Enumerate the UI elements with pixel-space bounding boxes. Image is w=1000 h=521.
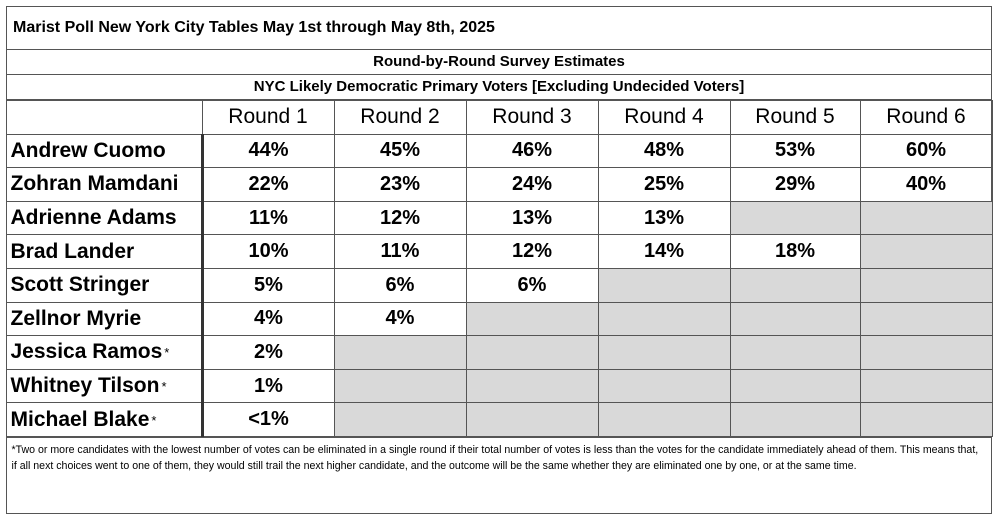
percent-cell: 53% [729, 133, 861, 169]
candidate-name-text: Scott Stringer [10, 273, 150, 297]
percent-cell: 12% [333, 200, 467, 236]
eliminated-cell [333, 368, 467, 404]
candidate-name: Adrienne Adams [5, 200, 204, 236]
percent-cell: 13% [465, 200, 599, 236]
eliminated-cell [333, 335, 467, 370]
percent-cell: 22% [201, 167, 335, 202]
candidate-name-text: Zohran Mamdani [10, 172, 179, 196]
percent-cell: 46% [465, 133, 599, 169]
results-table: Round 1 Round 2 Round 3 Round 4 Round 5 Round… [5, 100, 993, 437]
percent-cell: 10% [201, 234, 335, 269]
eliminated-cell [729, 301, 861, 337]
candidate-name: Zellnor Myrie [5, 301, 204, 337]
percent-cell: 18% [729, 234, 861, 269]
footnote-marker: * [164, 345, 170, 361]
candidate-name-text: Andrew Cuomo [10, 138, 166, 162]
percent-cell: <1% [201, 402, 335, 437]
percent-cell: 6% [465, 267, 599, 303]
candidate-name-text: Brad Lander [10, 239, 135, 263]
footnote-marker: * [161, 379, 167, 394]
eliminated-cell [729, 200, 861, 236]
table-row: Zellnor Myrie 4% 4% [5, 301, 993, 337]
eliminated-cell [597, 267, 731, 303]
table-row: Brad Lander 10% 11% 12% 14% 18% [5, 234, 993, 269]
percent-cell: 45% [333, 133, 467, 169]
candidate-name: Scott Stringer [5, 267, 204, 303]
percent-cell: 1% [201, 368, 335, 404]
candidate-name: Jessica Ramos * [5, 335, 204, 370]
candidate-name-text: Adrienne Adams [10, 206, 177, 230]
table-row: Jessica Ramos * 2% [5, 335, 993, 370]
eliminated-cell [859, 368, 993, 404]
eliminated-cell [597, 301, 731, 337]
percent-cell: 11% [333, 234, 467, 269]
percent-cell: 6% [333, 267, 467, 303]
percent-cell: 24% [465, 167, 599, 202]
footnote-marker: * [151, 412, 157, 428]
eliminated-cell [859, 234, 993, 269]
table-row: Scott Stringer 5% 6% 6% [5, 267, 993, 303]
column-header-round-1: Round 1 [201, 100, 335, 135]
candidate-name: Whitney Tilson * [5, 368, 204, 404]
eliminated-cell [859, 200, 993, 236]
percent-cell: 44% [201, 133, 335, 169]
poll-table-container: Marist Poll New York City Tables May 1st… [5, 6, 993, 514]
table-row: Adrienne Adams 11% 12% 13% 13% [5, 200, 993, 236]
table-subtitle-rounds: Round-by-Round Survey Estimates [7, 50, 991, 75]
eliminated-cell [465, 301, 599, 337]
footnote: *Two or more candidates with the lowest … [5, 436, 992, 474]
percent-cell: 12% [465, 234, 599, 269]
percent-cell: 60% [859, 133, 993, 169]
percent-cell: 11% [201, 200, 335, 236]
eliminated-cell [859, 301, 993, 337]
percent-cell: 2% [201, 335, 335, 370]
candidate-name: Michael Blake * [5, 402, 204, 437]
column-header-round-6: Round 6 [859, 100, 993, 135]
percent-cell: 4% [201, 301, 335, 337]
candidate-name: Brad Lander [5, 234, 204, 269]
column-header-round-5: Round 5 [729, 100, 861, 135]
table-row: Zohran Mamdani 22% 23% 24% 25% 29% 40% [5, 167, 993, 202]
candidate-name-text: Michael Blake [10, 407, 150, 431]
eliminated-cell [729, 335, 861, 370]
eliminated-cell [729, 402, 861, 437]
percent-cell: 23% [333, 167, 467, 202]
eliminated-cell [859, 402, 993, 437]
percent-cell: 13% [597, 200, 731, 236]
candidate-name-text: Zellnor Myrie [10, 306, 142, 330]
eliminated-cell [859, 267, 993, 303]
column-header-round-4: Round 4 [597, 100, 731, 135]
table-subtitle-voters: NYC Likely Democratic Primary Voters [Ex… [7, 75, 991, 100]
eliminated-cell [729, 267, 861, 303]
percent-cell: 14% [597, 234, 731, 269]
candidate-name-text: Whitney Tilson [10, 374, 160, 398]
candidate-name: Zohran Mamdani [5, 167, 204, 202]
eliminated-cell [859, 335, 993, 370]
candidate-name-text: Jessica Ramos [10, 340, 163, 364]
eliminated-cell [465, 335, 599, 370]
percent-cell: 40% [859, 167, 993, 202]
eliminated-cell [729, 368, 861, 404]
eliminated-cell [597, 335, 731, 370]
table-row: Whitney Tilson * 1% [5, 368, 993, 404]
header-corner [5, 100, 203, 135]
column-header-round-2: Round 2 [333, 100, 467, 135]
eliminated-cell [465, 402, 599, 437]
candidate-name: Andrew Cuomo [5, 133, 204, 169]
table-row: Michael Blake * <1% [5, 402, 993, 437]
table-title: Marist Poll New York City Tables May 1st… [7, 7, 991, 50]
column-header-round-3: Round 3 [465, 100, 599, 135]
percent-cell: 4% [333, 301, 467, 337]
percent-cell: 29% [729, 167, 861, 202]
percent-cell: 48% [597, 133, 731, 169]
table-row: Andrew Cuomo 44% 45% 46% 48% 53% 60% [5, 133, 993, 169]
eliminated-cell [465, 368, 599, 404]
eliminated-cell [597, 368, 731, 404]
eliminated-cell [333, 402, 467, 437]
header-row: Round 1 Round 2 Round 3 Round 4 Round 5 Round… [5, 100, 993, 135]
eliminated-cell [597, 402, 731, 437]
percent-cell: 25% [597, 167, 731, 202]
percent-cell: 5% [201, 267, 335, 303]
table-body: Andrew Cuomo 44% 45% 46% 48% 53% 60% Zohran Mam… [5, 133, 993, 437]
